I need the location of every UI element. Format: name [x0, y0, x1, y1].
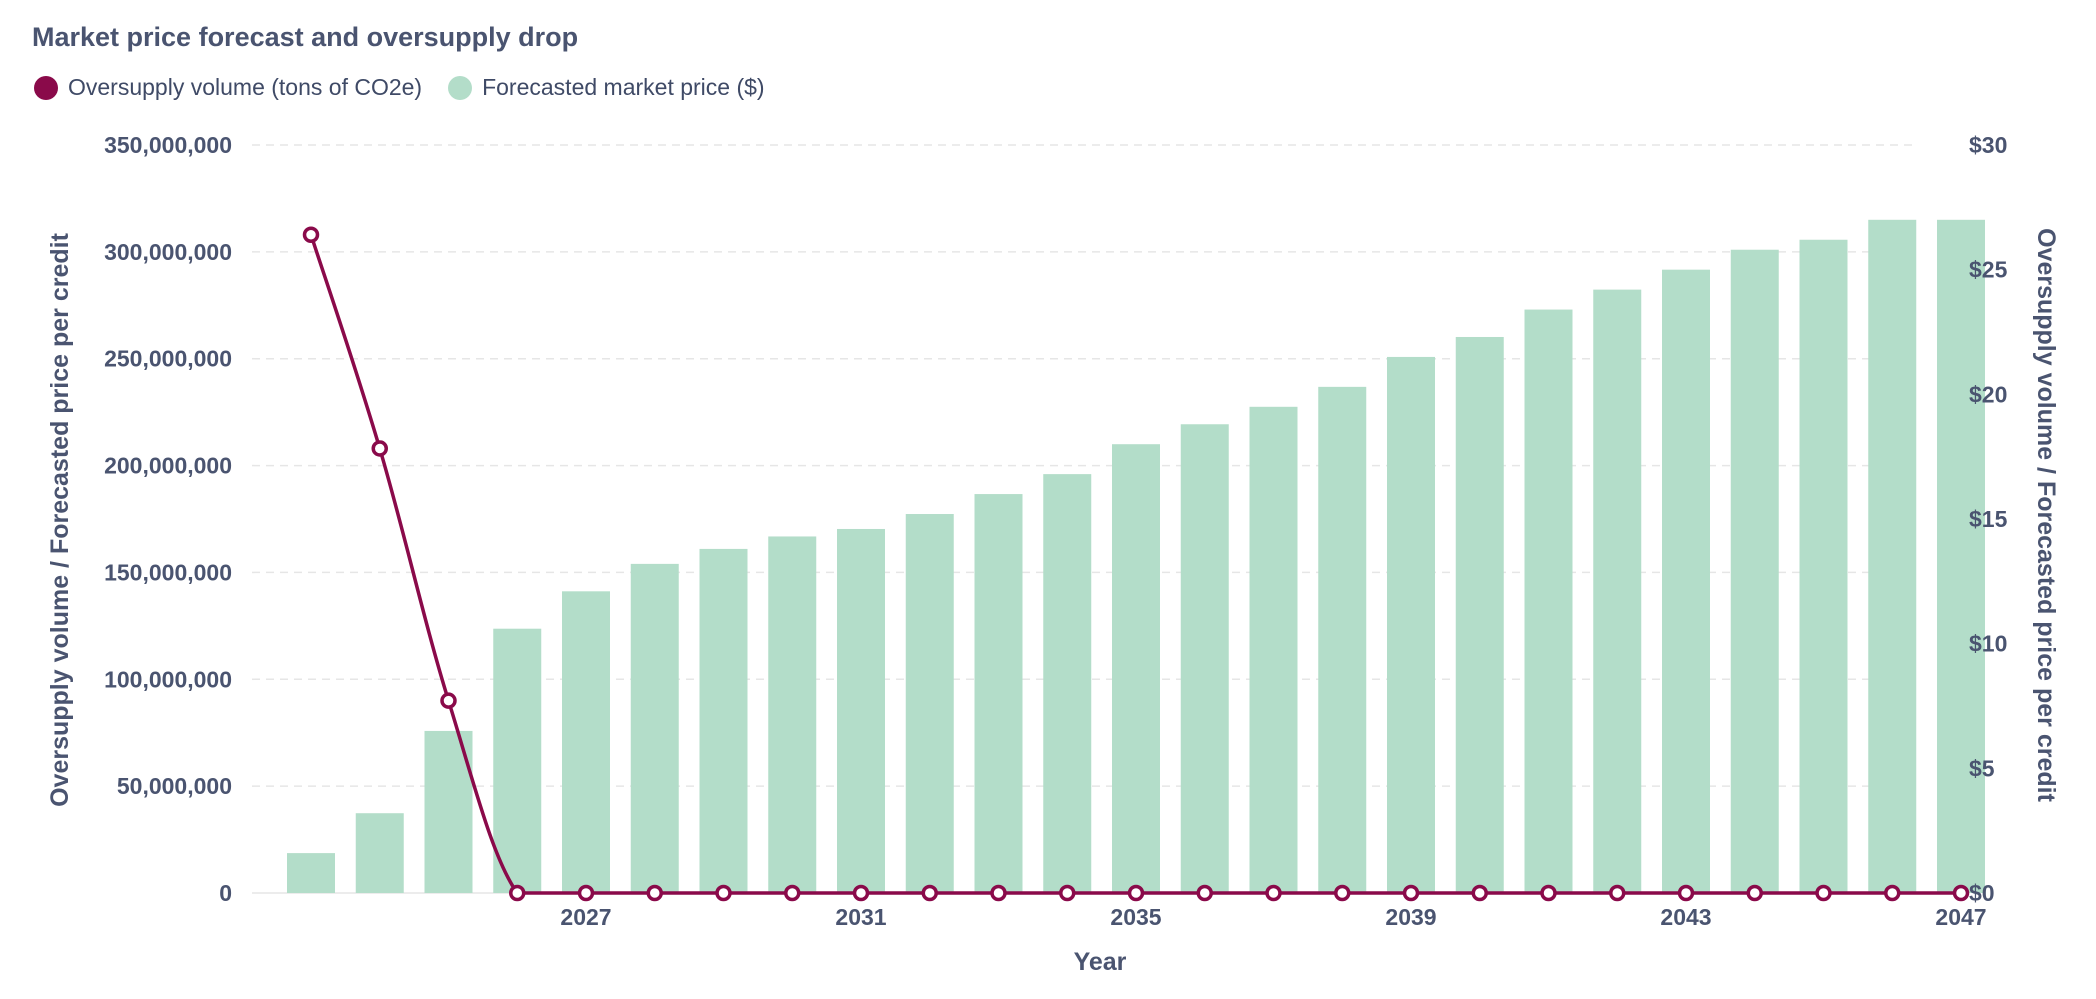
price-bars [287, 219, 1985, 894]
x-axis-tick-label: 2027 [560, 904, 611, 930]
oversupply-point-2035[interactable] [1127, 884, 1145, 902]
oversupply-point-2040[interactable] [1471, 884, 1488, 902]
right-axis-tick-label: $30 [1969, 132, 2007, 158]
oversupply-point-2028[interactable] [646, 884, 663, 902]
oversupply-point-2045[interactable] [1815, 884, 1832, 902]
axes: 0 50,000,000 100,000,000 150,000,000 200,000… [104, 132, 2007, 930]
price-bar-2037[interactable] [1249, 406, 1298, 893]
oversupply-point-2047[interactable] [1952, 884, 1970, 902]
left-axis-tick-label: 300,000,000 [104, 239, 232, 265]
legend-swatch-market-price [448, 75, 473, 100]
x-axis-title: Year [1074, 948, 1127, 976]
price-bar-2028[interactable] [630, 563, 679, 893]
oversupply-point-2027[interactable] [577, 884, 595, 902]
oversupply-point-2029[interactable] [715, 884, 732, 902]
oversupply-point-2046[interactable] [1884, 884, 1901, 902]
oversupply-point-2033[interactable] [990, 884, 1007, 902]
legend-label-market-price: Forecasted market price ($) [482, 74, 765, 100]
x-axis-tick-label: 2039 [1385, 904, 1436, 930]
x-axis-tick-label: 2031 [835, 904, 886, 930]
chart-title: Market price forecast and oversupply dro… [32, 22, 579, 52]
price-bar-2031[interactable] [837, 528, 885, 893]
oversupply-point-2041[interactable] [1540, 884, 1557, 902]
price-bar-2030[interactable] [768, 536, 817, 893]
left-axis-tick-label: 350,000,000 [104, 132, 232, 158]
right-axis-tick-label: $0 [1969, 880, 1995, 906]
price-bar-2042[interactable] [1593, 289, 1642, 893]
x-axis-tick-label: 2043 [1660, 904, 1711, 930]
price-bar-2039[interactable] [1387, 356, 1435, 893]
left-axis-tick-label: 0 [219, 880, 232, 906]
oversupply-point-2039[interactable] [1402, 884, 1420, 902]
oversupply-point-2031[interactable] [852, 884, 870, 902]
oversupply-point-2025[interactable] [440, 692, 457, 709]
price-bar-2043[interactable] [1662, 269, 1710, 894]
oversupply-point-2038[interactable] [1334, 884, 1351, 902]
oversupply-point-2023[interactable] [302, 226, 320, 244]
oversupply-point-2030[interactable] [784, 884, 801, 902]
oversupply-point-2044[interactable] [1746, 884, 1763, 902]
price-bar-2041[interactable] [1524, 309, 1573, 893]
price-bar-2023[interactable] [287, 853, 335, 893]
left-axis-tick-label: 50,000,000 [117, 773, 232, 799]
oversupply-point-2034[interactable] [1059, 884, 1076, 902]
price-bar-2024[interactable] [355, 813, 404, 893]
right-axis-tick-label: $15 [1969, 506, 2008, 532]
price-bar-2034[interactable] [1043, 474, 1092, 893]
price-bar-2033[interactable] [974, 494, 1023, 893]
legend-swatch-oversupply [34, 75, 58, 100]
oversupply-point-2024[interactable] [371, 440, 388, 457]
right-axis-tick-label: $10 [1969, 631, 2007, 657]
price-bar-2026[interactable] [493, 628, 542, 893]
price-bar-2040[interactable] [1455, 336, 1504, 893]
oversupply-point-2036[interactable] [1196, 884, 1213, 902]
price-bar-2047[interactable] [1937, 219, 1985, 894]
left-axis-tick-label: 200,000,000 [104, 453, 232, 479]
price-bar-2036[interactable] [1180, 424, 1229, 893]
oversupply-point-2037[interactable] [1265, 884, 1282, 902]
legend-item-oversupply[interactable]: Oversupply volume (tons of CO2e) [34, 74, 422, 101]
price-bar-2032[interactable] [905, 514, 954, 893]
left-axis-tick-label: 250,000,000 [104, 346, 232, 372]
left-axis-tick-label: 150,000,000 [104, 559, 232, 585]
legend-label-oversupply: Oversupply volume (tons of CO2e) [68, 74, 423, 100]
legend-item-market-price[interactable]: Forecasted market price ($) [448, 74, 765, 101]
price-bar-2045[interactable] [1799, 239, 1848, 893]
oversupply-point-2032[interactable] [921, 884, 938, 902]
right-axis-tick-label: $20 [1969, 381, 2007, 407]
right-axis-tick-label: $5 [1969, 755, 1995, 781]
right-axis-title: Oversupply volume / Forecasted price per… [2032, 228, 2060, 802]
price-bar-2035[interactable] [1112, 444, 1160, 893]
oversupply-point-2043[interactable] [1677, 884, 1695, 902]
price-bar-2044[interactable] [1730, 249, 1779, 894]
left-axis-title: Oversupply volume / Forecasted price per… [46, 232, 74, 806]
x-axis-tick-label: 2047 [1935, 904, 1986, 930]
price-bar-2038[interactable] [1318, 386, 1367, 893]
price-bar-2029[interactable] [699, 548, 748, 893]
oversupply-line [302, 226, 1970, 902]
left-axis-tick-label: 100,000,000 [104, 666, 232, 692]
legend: Oversupply volume (tons of CO2e) Forecas… [34, 74, 791, 101]
price-bar-2046[interactable] [1868, 219, 1917, 894]
price-bar-2027[interactable] [562, 591, 610, 893]
oversupply-point-2042[interactable] [1609, 884, 1626, 902]
right-axis-tick-label: $25 [1969, 257, 2008, 283]
oversupply-point-2026[interactable] [509, 884, 526, 902]
x-axis-tick-label: 2035 [1110, 904, 1161, 930]
